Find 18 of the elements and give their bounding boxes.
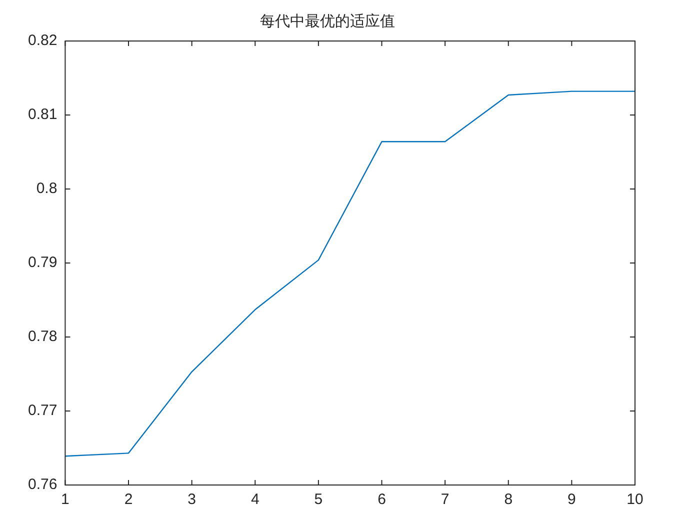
y-tick-label: 0.77 — [28, 402, 58, 420]
x-tick-label: 5 — [314, 491, 323, 508]
y-tick-label: 0.78 — [28, 328, 58, 346]
chart-title: 每代中最优的适应值 — [260, 12, 395, 30]
x-tick-label: 9 — [568, 491, 576, 508]
x-tick-label: 4 — [250, 491, 260, 508]
y-tick-label: 0.76 — [28, 476, 58, 494]
x-tick-label: 10 — [626, 491, 644, 508]
x-tick-label: 1 — [61, 491, 70, 508]
y-tick-label: 0.82 — [28, 32, 58, 50]
x-tick-label: 8 — [504, 491, 513, 508]
x-tick-label: 2 — [124, 491, 133, 508]
y-tick-label: 0.81 — [28, 106, 58, 124]
x-tick-label: 7 — [440, 491, 450, 508]
y-tick-label: 0.79 — [28, 254, 58, 272]
y-tick-label: 0.8 — [36, 180, 58, 198]
x-tick-label: 6 — [378, 491, 386, 508]
x-tick-label: 3 — [188, 491, 196, 508]
